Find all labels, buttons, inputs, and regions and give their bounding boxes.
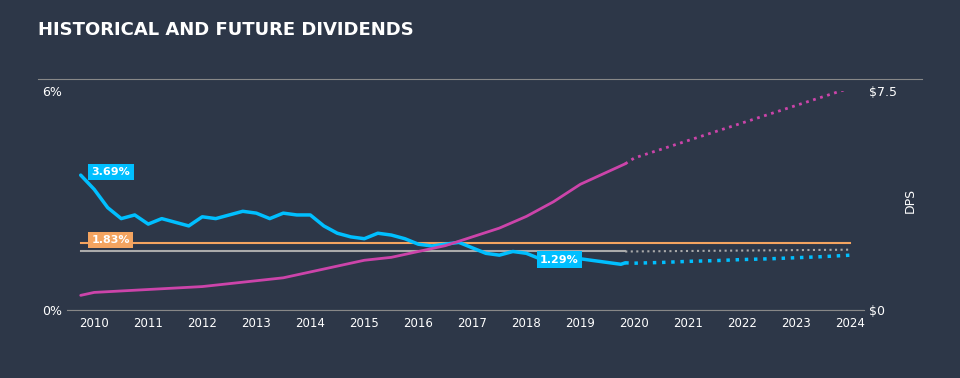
Text: 3.69%: 3.69% (91, 167, 131, 177)
Y-axis label: DPS: DPS (903, 188, 917, 213)
Text: 1.83%: 1.83% (91, 235, 130, 245)
Text: 1.29%: 1.29% (540, 255, 579, 265)
Text: HISTORICAL AND FUTURE DIVIDENDS: HISTORICAL AND FUTURE DIVIDENDS (38, 21, 414, 39)
